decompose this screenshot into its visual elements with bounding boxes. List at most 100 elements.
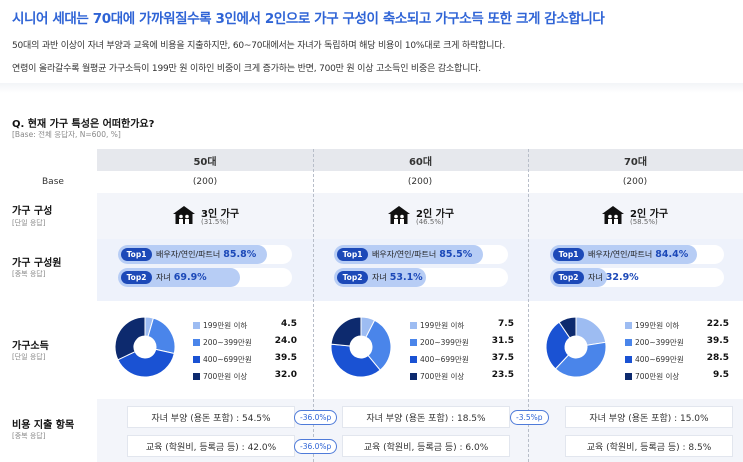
member-value: 85.5% [439,249,473,260]
base-value-70s: (200) [622,177,648,187]
column-header-50s: 50대 [97,149,313,171]
donut-slice [114,316,146,361]
legend-value: 22.5 [706,319,729,329]
donut-slice [554,341,607,378]
bar-fill [550,245,697,264]
income-donut-50s [114,316,176,378]
legend-label: 199만원 이하 [203,321,248,330]
member-label: 자녀 [588,273,603,282]
legend-row: 200~399만원 24.0 [193,336,297,353]
rank-tag: Top2 [337,271,368,284]
rank-tag: Top1 [121,248,152,261]
member-label: 배우자/연인/파트너 [156,250,221,259]
row-label-members: 가구 구성원 [12,258,62,269]
legend-swatch [410,339,417,346]
member-bar-70s-top2: Top2 자녀 32.9% [550,268,724,287]
legend-value: 32.0 [274,370,297,380]
legend-label: 200~399만원 [203,338,252,347]
donut-slice [558,316,577,339]
legend-value: 7.5 [498,319,514,329]
expense-education-50s: 교육 (학원비, 등록금 등) : 42.0% [127,435,295,457]
question-title: Q. 현재 가구 특성은 어떠한가요? [12,119,155,130]
legend-row: 199만원 이하 4.5 [193,319,297,336]
legend-row: 200~399만원 31.5 [410,336,514,353]
member-label: 자녀 [372,273,387,282]
member-value: 53.1% [389,272,423,283]
row-sub-income: [단일 응답] [12,353,46,361]
member-label: 배우자/연인/파트너 [588,250,653,259]
income-donut-70s [545,316,607,378]
member-bar-50s-top1: Top1 배우자/연인/파트너 85.8% [118,245,292,264]
legend-label: 400~699만원 [420,355,469,364]
member-bar-60s-top1: Top1 배우자/연인/파트너 85.5% [334,245,508,264]
legend-label: 199만원 이하 [420,321,465,330]
legend-swatch [193,373,200,380]
band-household [97,193,743,239]
column-header-70s: 70대 [528,149,743,171]
expense-child-support-70s: 자녀 부양 (용돈 포함) : 15.0% [565,406,733,428]
donut-slice [330,316,362,347]
household-type-50s: 3인 가구 [201,209,240,220]
legend-swatch [410,356,417,363]
legend-row: 199만원 이하 22.5 [625,319,729,336]
expense-child-support-60s: 자녀 부양 (용돈 포함) : 18.5% [342,406,510,428]
row-label-household: 가구 구성 [12,206,53,217]
income-legend-50s: 199만원 이하 4.5 200~399만원 24.0 400~699만원 39.5 … [193,319,297,387]
legend-label: 400~699만원 [203,355,252,364]
legend-swatch [193,356,200,363]
legend-value: 31.5 [491,336,514,346]
base-value-50s: (200) [192,177,218,187]
diff-badge-child-support-60-70: -3.5%p [510,410,549,425]
legend-swatch [410,373,417,380]
member-bar-70s-top1: Top1 배우자/연인/파트너 84.4% [550,245,724,264]
donut-slice [575,316,607,346]
household-pct-70s: (58.5%) [630,218,658,226]
house-icon [173,206,195,224]
member-value: 69.9% [173,272,207,283]
legend-swatch [410,322,417,329]
donut-slice [147,317,176,355]
row-sub-expense: [중복 응답] [12,432,46,440]
legend-label: 200~399만원 [420,338,469,347]
rank-tag: Top2 [553,271,584,284]
column-header-60s: 60대 [313,149,528,171]
income-legend-70s: 199만원 이하 22.5 200~399만원 39.5 400~699만원 28.5… [625,319,729,387]
legend-value: 23.5 [491,370,514,380]
household-type-70s: 2인 가구 [630,209,669,220]
row-sub-household: [단일 응답] [12,219,46,227]
rank-tag: Top1 [337,248,368,261]
legend-label: 400~699만원 [635,355,684,364]
legend-value: 37.5 [491,353,514,363]
expense-education-70s: 교육 (학원비, 등록금 등) : 8.5% [565,435,733,457]
bar-fill [334,245,483,264]
legend-swatch [625,373,632,380]
expense-child-support-50s: 자녀 부양 (용돈 포함) : 54.5% [127,406,295,428]
donut-slice [330,343,381,378]
legend-label: 199만원 이하 [635,321,680,330]
expense-education-60s: 교육 (학원비, 등록금 등) : 6.0% [342,435,510,457]
row-label-income: 가구소득 [12,341,49,352]
household-type-60s: 2인 가구 [416,209,455,220]
rank-tag: Top2 [121,271,152,284]
legend-swatch [193,322,200,329]
legend-row: 400~699만원 39.5 [193,353,297,370]
legend-value: 39.5 [274,353,297,363]
donut-slice [117,348,175,378]
member-bar-50s-top2: Top2 자녀 69.9% [118,268,292,287]
legend-row: 400~699만원 28.5 [625,353,729,370]
base-note: [Base: 전체 응답자, N=600, %] [12,130,121,139]
member-bar-60s-top2: Top2 자녀 53.1% [334,268,508,287]
legend-row: 200~399만원 39.5 [625,336,729,353]
house-icon [602,206,624,224]
legend-value: 9.5 [713,370,729,380]
row-sub-members: [중복 응답] [12,270,46,278]
member-value: 85.8% [223,249,257,260]
legend-swatch [625,339,632,346]
headline: 시니어 세대는 70대에 가까워질수록 3인에서 2인으로 가구 구성이 축소되… [12,11,605,27]
column-divider [313,149,314,462]
legend-label: 700만원 이상 [203,372,248,381]
household-pct-50s: (31.5%) [201,218,229,226]
legend-label: 200~399만원 [635,338,684,347]
legend-value: 24.0 [274,336,297,346]
